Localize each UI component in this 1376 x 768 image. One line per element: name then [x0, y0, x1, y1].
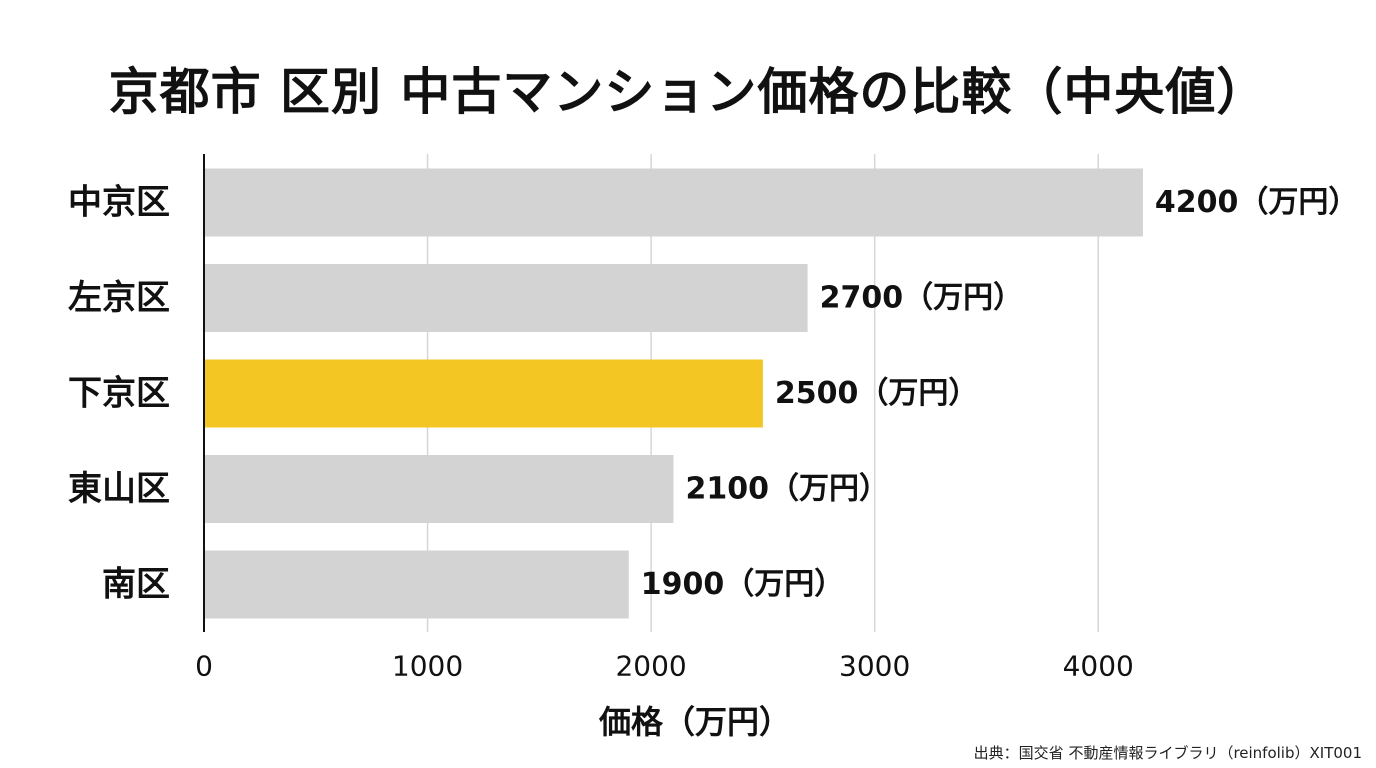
x-tick-label: 2000 [615, 650, 686, 683]
x-tick-label: 0 [195, 650, 213, 683]
category-label: 南区 [102, 565, 170, 605]
bar [204, 168, 1143, 237]
category-label: 中京区 [68, 183, 170, 223]
bar [204, 455, 674, 523]
x-tick-label: 1000 [392, 650, 463, 683]
category-label: 下京区 [68, 374, 170, 414]
x-axis-label: 価格（万円） [598, 703, 791, 741]
bar [204, 359, 763, 428]
value-label: 4200（万円） [1155, 185, 1359, 220]
chart-title: 京都市 区別 中古マンション価格の比較（中央値） [108, 63, 1268, 121]
x-tick-label: 3000 [839, 650, 910, 683]
category-label: 東山区 [68, 469, 170, 509]
value-label: 2500（万円） [775, 376, 979, 411]
value-label: 2700（万円） [820, 281, 1024, 316]
bars [204, 168, 1143, 619]
value-labels: 4200（万円） 2700（万円） 2500（万円） 2100（万円） 1900（万円） [641, 185, 1359, 602]
value-label: 1900（万円） [641, 567, 845, 602]
x-tick-labels: 0 1000 2000 3000 4000 [195, 650, 1134, 683]
category-label: 左京区 [68, 278, 170, 318]
source-note: 出典：国交省 不動産情報ライブラリ（reinfolib）XIT001 [973, 744, 1362, 762]
bar [204, 264, 808, 332]
x-tick-label: 4000 [1063, 650, 1134, 683]
value-label: 2100（万円） [685, 472, 889, 507]
bar [204, 550, 629, 619]
